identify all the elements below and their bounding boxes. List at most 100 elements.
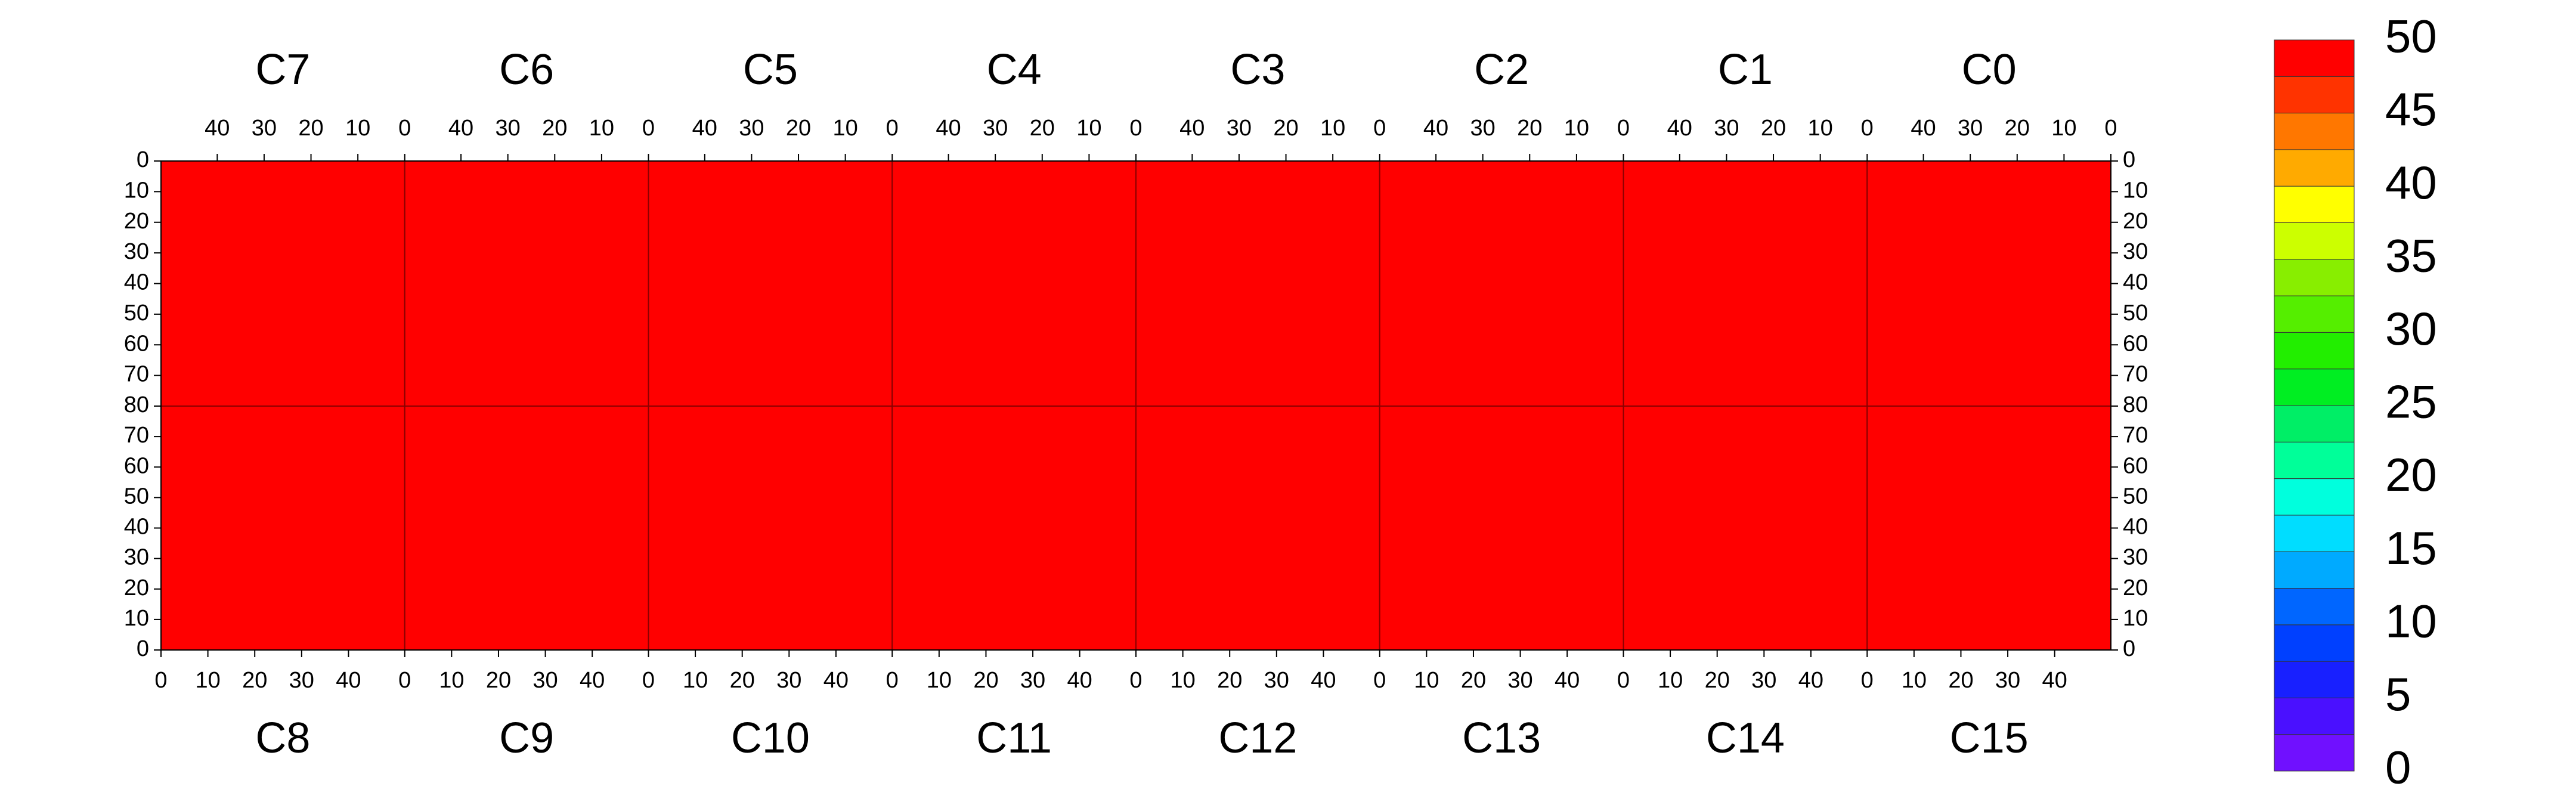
- y-tick-label: 50: [2123, 484, 2148, 509]
- colorbar-label: 25: [2385, 376, 2437, 428]
- x-tick-label: 20: [542, 116, 567, 141]
- x-tick-label: 10: [1320, 116, 1345, 141]
- x-tick-label: 10: [1808, 116, 1833, 141]
- x-tick-label: 0: [1373, 116, 1386, 141]
- panel-label: C5: [743, 46, 798, 94]
- colorbar-label: 35: [2385, 229, 2437, 281]
- x-tick-label: 20: [1517, 116, 1542, 141]
- x-tick-label: 10: [1170, 668, 1195, 693]
- x-tick-label: 0: [2104, 116, 2117, 141]
- colorbar-band: [2274, 551, 2355, 589]
- heatmap-cell: [648, 406, 893, 650]
- panel-label: C13: [1462, 714, 1541, 762]
- y-tick-label: 40: [124, 515, 149, 540]
- x-tick-label: 30: [1020, 668, 1045, 693]
- y-tick-label: 60: [2123, 331, 2148, 356]
- x-tick-label: 30: [1958, 116, 1983, 141]
- x-tick-label: 40: [692, 116, 717, 141]
- x-tick-label: 30: [496, 116, 521, 141]
- panel-label: C11: [976, 714, 1052, 762]
- heatmap-cell: [1136, 161, 1380, 406]
- x-tick-label: 20: [1273, 116, 1298, 141]
- colorbar-label: 20: [2385, 448, 2437, 501]
- colorbar-label: 0: [2385, 741, 2411, 794]
- heatmap-cell: [1867, 161, 2111, 406]
- y-tick-label: 10: [124, 606, 149, 631]
- heatmap-cell: [161, 161, 405, 406]
- x-tick-label: 40: [1667, 116, 1692, 141]
- x-tick-label: 40: [1423, 116, 1448, 141]
- x-tick-label: 20: [1030, 116, 1055, 141]
- colorbar-band: [2274, 478, 2355, 516]
- x-tick-label: 40: [448, 116, 473, 141]
- y-tick-label: 60: [124, 331, 149, 356]
- x-tick-label: 30: [1751, 668, 1776, 693]
- x-tick-label: 20: [298, 116, 323, 141]
- panel-label: C10: [731, 714, 810, 762]
- heatmap-cell: [1623, 161, 1868, 406]
- x-tick-label: 10: [1414, 668, 1439, 693]
- y-tick-label: 70: [124, 423, 149, 448]
- y-tick-label: 80: [124, 392, 149, 417]
- colorbar-band: [2274, 734, 2355, 772]
- x-tick-label: 30: [739, 116, 764, 141]
- x-tick-label: 20: [1948, 668, 1973, 693]
- y-tick-label: 60: [124, 453, 149, 478]
- colorbar-label: 10: [2385, 595, 2437, 647]
- x-tick-label: 0: [398, 668, 411, 693]
- y-tick-label: 0: [137, 147, 149, 172]
- x-tick-label: 30: [776, 668, 801, 693]
- x-tick-label: 40: [2042, 668, 2067, 693]
- colorbar-band: [2274, 149, 2355, 187]
- x-tick-label: 20: [1217, 668, 1242, 693]
- heatmap-cell: [1867, 406, 2111, 650]
- colorbar-label: 15: [2385, 522, 2437, 574]
- x-tick-label: 10: [589, 116, 614, 141]
- panel-label: C0: [1962, 46, 2017, 94]
- x-tick-label: 20: [2005, 116, 2030, 141]
- x-tick-label: 0: [1617, 116, 1630, 141]
- y-tick-label: 10: [2123, 178, 2148, 203]
- y-tick-label: 40: [2123, 515, 2148, 540]
- colorbar-band: [2274, 624, 2355, 662]
- x-tick-label: 0: [1373, 668, 1386, 693]
- y-tick-label: 30: [124, 239, 149, 264]
- panel-label: C9: [499, 714, 554, 762]
- x-tick-label: 10: [195, 668, 220, 693]
- x-tick-label: 0: [886, 116, 899, 141]
- x-tick-label: 30: [1227, 116, 1252, 141]
- heatmap-cell: [1623, 406, 1868, 650]
- colorbar-band: [2274, 369, 2355, 406]
- x-tick-label: 20: [973, 668, 998, 693]
- plot-frame: [160, 160, 2111, 651]
- heatmap-cell: [161, 406, 405, 650]
- y-tick-label: 0: [2123, 147, 2135, 172]
- x-tick-label: 30: [289, 668, 314, 693]
- x-tick-label: 20: [486, 668, 511, 693]
- colorbar-band: [2274, 39, 2355, 77]
- x-tick-label: 10: [683, 668, 708, 693]
- y-tick-label: 10: [124, 178, 149, 203]
- heatmap-cell: [404, 161, 649, 406]
- heatmap-cell: [1379, 161, 1624, 406]
- heatmap-cell: [1379, 406, 1624, 650]
- x-tick-label: 40: [205, 116, 230, 141]
- y-tick-label: 20: [124, 575, 149, 600]
- x-tick-label: 30: [252, 116, 277, 141]
- heatmap-cell: [892, 161, 1136, 406]
- x-tick-label: 40: [936, 116, 961, 141]
- panel-label: C4: [987, 46, 1042, 94]
- y-tick-label: 70: [2123, 423, 2148, 448]
- x-tick-label: 0: [1617, 668, 1630, 693]
- x-tick-label: 0: [886, 668, 899, 693]
- x-tick-label: 30: [1714, 116, 1739, 141]
- colorbar-band: [2274, 222, 2355, 260]
- colorbar-band: [2274, 76, 2355, 114]
- x-tick-label: 40: [1179, 116, 1205, 141]
- colorbar-band: [2274, 661, 2355, 698]
- x-tick-label: 20: [242, 668, 267, 693]
- x-tick-label: 0: [1129, 116, 1142, 141]
- y-tick-label: 10: [2123, 606, 2148, 631]
- x-tick-label: 40: [336, 668, 361, 693]
- y-tick-label: 50: [124, 484, 149, 509]
